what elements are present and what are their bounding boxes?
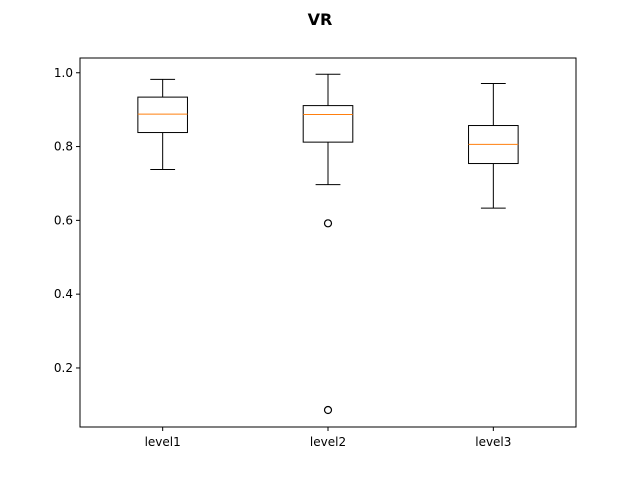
- boxes: [137, 73, 519, 415]
- outlier-point: [323, 219, 333, 228]
- plot-area: [79, 57, 577, 428]
- x-tick-label-level1: level1: [145, 435, 181, 449]
- y-tick-label: 0.6: [54, 213, 73, 227]
- outlier-point: [323, 405, 333, 415]
- iqr-box: [137, 96, 188, 134]
- box-level3: [468, 82, 519, 209]
- box-level1: [137, 78, 188, 170]
- chart-title: VR: [308, 10, 333, 29]
- y-tick-label: 1.0: [54, 66, 73, 80]
- x-tick-label-level2: level2: [310, 435, 346, 449]
- y-tick-label: 0.8: [54, 140, 73, 154]
- y-tick-label: 0.4: [54, 287, 73, 301]
- y-axis: 0.2 0.4 0.6 0.8 1.0: [54, 66, 80, 375]
- iqr-box: [302, 105, 354, 143]
- x-tick-label-level3: level3: [475, 435, 511, 449]
- x-axis: level1 level2 level3: [145, 427, 511, 449]
- box-level2: [302, 73, 354, 415]
- y-tick-label: 0.2: [54, 361, 73, 375]
